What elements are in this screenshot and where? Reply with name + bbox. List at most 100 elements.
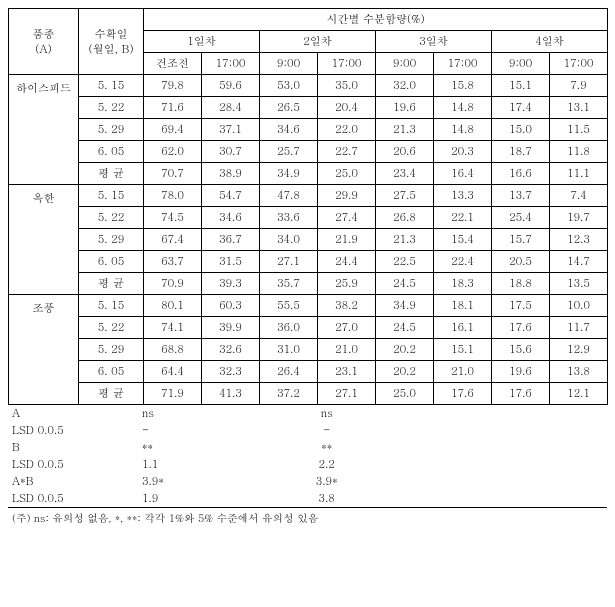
data-cell: 36.7 bbox=[202, 229, 260, 251]
stats-label: B bbox=[8, 439, 138, 456]
header-time: 9:00 bbox=[492, 53, 550, 75]
stats-label: LSD 0.0.5 bbox=[8, 422, 138, 439]
data-cell: 22.5 bbox=[376, 251, 434, 273]
data-cell: 71.9 bbox=[144, 383, 202, 405]
variety-cell: 조풍 bbox=[9, 295, 79, 405]
date-cell: 5. 15 bbox=[79, 295, 144, 317]
data-cell: 13.1 bbox=[550, 97, 608, 119]
data-cell: 32.6 bbox=[202, 339, 260, 361]
date-cell: 5. 22 bbox=[79, 97, 144, 119]
table-row: 조풍5. 1580.160.355.538.234.918.117.510.0 bbox=[9, 295, 608, 317]
stats-row: LSD 0.0.5-- bbox=[8, 422, 607, 439]
data-cell: 68.8 bbox=[144, 339, 202, 361]
data-cell: 15.7 bbox=[492, 229, 550, 251]
data-cell: 25.4 bbox=[492, 207, 550, 229]
data-cell: 15.1 bbox=[492, 75, 550, 97]
variety-cell: 하이스피드 bbox=[9, 75, 79, 185]
data-cell: 13.3 bbox=[434, 185, 492, 207]
date-cell: 6. 05 bbox=[79, 361, 144, 383]
data-cell: 71.6 bbox=[144, 97, 202, 119]
table-row: 옥한5. 1578.054.747.829.927.513.313.77.4 bbox=[9, 185, 608, 207]
data-cell: 39.9 bbox=[202, 317, 260, 339]
data-cell: 74.1 bbox=[144, 317, 202, 339]
data-cell: 27.1 bbox=[260, 251, 318, 273]
header-day2: 2일차 bbox=[260, 31, 376, 53]
data-cell: 22.4 bbox=[434, 251, 492, 273]
data-cell: 29.9 bbox=[318, 185, 376, 207]
stats-value: - bbox=[138, 422, 308, 439]
data-cell: 19.6 bbox=[492, 361, 550, 383]
data-cell: 39.3 bbox=[202, 273, 260, 295]
header-time: 9:00 bbox=[260, 53, 318, 75]
header-predry: 건조전 bbox=[144, 53, 202, 75]
data-cell: 22.0 bbox=[318, 119, 376, 141]
data-cell: 14.8 bbox=[434, 97, 492, 119]
data-cell: 11.8 bbox=[550, 141, 608, 163]
date-cell: 평 균 bbox=[79, 273, 144, 295]
stats-label: A bbox=[8, 405, 138, 422]
date-cell: 6. 05 bbox=[79, 251, 144, 273]
data-cell: 38.2 bbox=[318, 295, 376, 317]
data-cell: 31.5 bbox=[202, 251, 260, 273]
data-cell: 23.1 bbox=[318, 361, 376, 383]
header-day1: 1일차 bbox=[144, 31, 260, 53]
data-cell: 70.7 bbox=[144, 163, 202, 185]
data-cell: 60.3 bbox=[202, 295, 260, 317]
date-cell: 평 균 bbox=[79, 383, 144, 405]
data-cell: 26.8 bbox=[376, 207, 434, 229]
data-cell: 36.0 bbox=[260, 317, 318, 339]
data-cell: 34.9 bbox=[260, 163, 318, 185]
data-cell: 7.9 bbox=[550, 75, 608, 97]
footnote: (주) ns: 유의성 없음, *, **: 각각 1%와 5% 수준에서 유의… bbox=[8, 508, 607, 528]
data-cell: 17.6 bbox=[492, 383, 550, 405]
data-cell: 14.7 bbox=[550, 251, 608, 273]
data-cell: 55.5 bbox=[260, 295, 318, 317]
variety-cell: 옥한 bbox=[9, 185, 79, 295]
data-cell: 18.1 bbox=[434, 295, 492, 317]
data-cell: 34.0 bbox=[260, 229, 318, 251]
data-cell: 38.9 bbox=[202, 163, 260, 185]
moisture-content-table: 품종(A) 수확일(월일, B) 시간별 수분함량(%) 1일차 2일차 3일차… bbox=[8, 8, 608, 405]
table-row: 5. 2271.628.426.520.419.614.817.413.1 bbox=[9, 97, 608, 119]
table-row: 6. 0563.731.527.124.422.522.420.514.7 bbox=[9, 251, 608, 273]
table-row: 6. 0564.432.326.423.120.221.019.613.8 bbox=[9, 361, 608, 383]
data-cell: 37.2 bbox=[260, 383, 318, 405]
data-cell: 53.0 bbox=[260, 75, 318, 97]
table-row: 5. 2274.534.633.627.426.822.125.419.7 bbox=[9, 207, 608, 229]
data-cell: 25.0 bbox=[376, 383, 434, 405]
data-cell: 17.6 bbox=[492, 317, 550, 339]
data-cell: 11.5 bbox=[550, 119, 608, 141]
data-cell: 15.1 bbox=[434, 339, 492, 361]
data-cell: 25.0 bbox=[318, 163, 376, 185]
data-cell: 33.6 bbox=[260, 207, 318, 229]
data-cell: 24.4 bbox=[318, 251, 376, 273]
data-cell: 27.0 bbox=[318, 317, 376, 339]
header-variety: 품종(A) bbox=[9, 9, 79, 75]
stats-row: LSD 0.0.51.93.8 bbox=[8, 490, 607, 508]
data-cell: 15.4 bbox=[434, 229, 492, 251]
date-cell: 5. 29 bbox=[79, 229, 144, 251]
data-cell: 18.8 bbox=[492, 273, 550, 295]
data-cell: 22.7 bbox=[318, 141, 376, 163]
stats-row: B**** bbox=[8, 439, 607, 456]
header-day4: 4일차 bbox=[492, 31, 608, 53]
data-cell: 47.8 bbox=[260, 185, 318, 207]
header-time-group: 시간별 수분함량(%) bbox=[144, 9, 608, 31]
data-cell: 7.4 bbox=[550, 185, 608, 207]
data-cell: 24.5 bbox=[376, 317, 434, 339]
data-cell: 22.1 bbox=[434, 207, 492, 229]
data-cell: 21.0 bbox=[434, 361, 492, 383]
table-row: 5. 2967.436.734.021.921.315.415.712.3 bbox=[9, 229, 608, 251]
data-cell: 17.5 bbox=[492, 295, 550, 317]
date-cell: 5. 15 bbox=[79, 185, 144, 207]
data-cell: 20.3 bbox=[434, 141, 492, 163]
data-cell: 19.7 bbox=[550, 207, 608, 229]
stats-value: ** bbox=[138, 439, 308, 456]
date-cell: 5. 29 bbox=[79, 339, 144, 361]
data-cell: 35.0 bbox=[318, 75, 376, 97]
data-cell: 27.5 bbox=[376, 185, 434, 207]
data-cell: 20.2 bbox=[376, 339, 434, 361]
stats-value: ns bbox=[138, 405, 308, 422]
stats-value: - bbox=[308, 422, 345, 439]
data-cell: 17.6 bbox=[434, 383, 492, 405]
